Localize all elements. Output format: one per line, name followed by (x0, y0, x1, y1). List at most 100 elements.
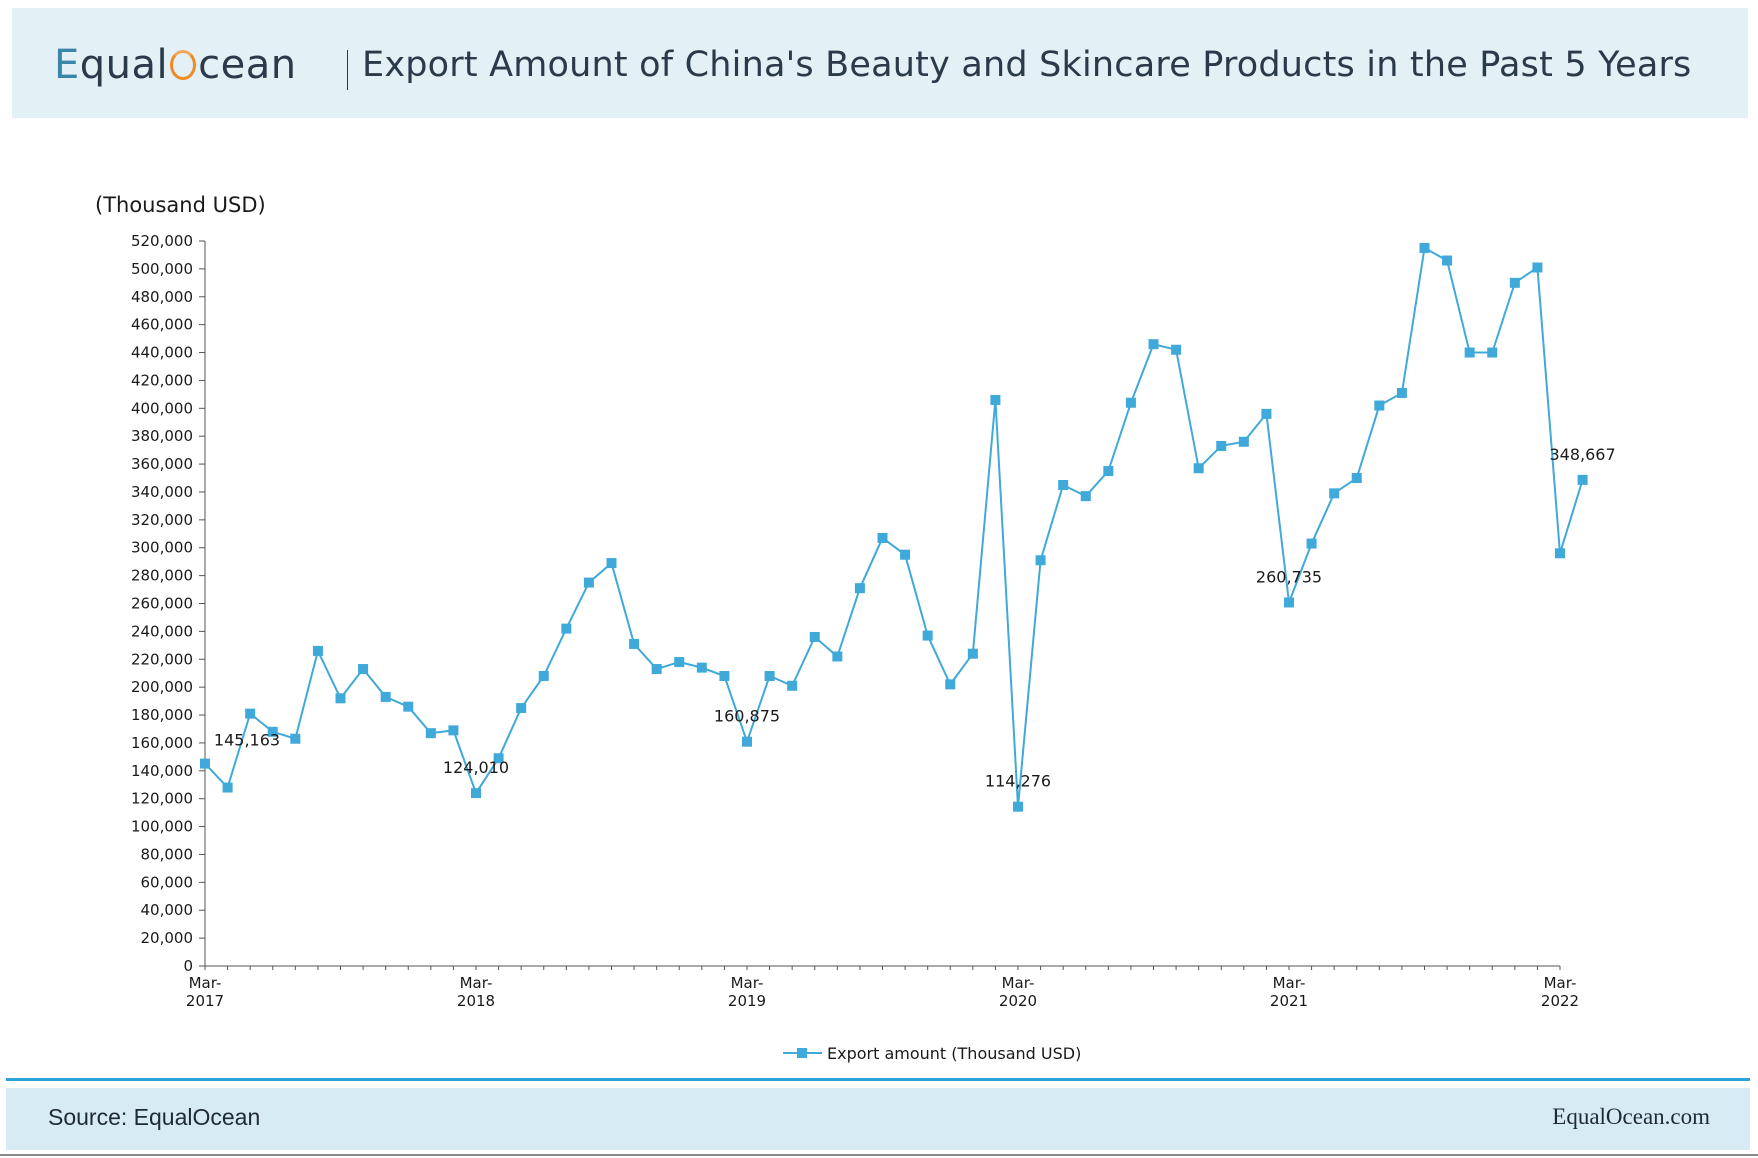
data-point (1306, 538, 1317, 549)
x-axis: Mar-2017Mar-2018Mar-2019Mar-2020Mar-2021… (186, 965, 1579, 1010)
data-point (245, 708, 256, 719)
data-point (1238, 436, 1249, 447)
y-tick-label: 400,000 (131, 399, 193, 417)
data-label: 348,667 (1549, 445, 1615, 464)
data-point (267, 726, 278, 737)
data-point (945, 679, 956, 690)
y-tick-label: 300,000 (131, 539, 193, 557)
data-point (1509, 277, 1520, 288)
y-tick-label: 160,000 (131, 734, 193, 752)
data-point (358, 664, 369, 675)
legend: Export amount (Thousand USD) (783, 1044, 1081, 1063)
y-tick-label: 40,000 (141, 901, 194, 919)
data-point (1058, 479, 1069, 490)
data-point (1396, 387, 1407, 398)
x-tick-label-year: 2021 (1270, 992, 1308, 1010)
data-point (516, 703, 527, 714)
data-point (1171, 344, 1182, 355)
y-tick-label: 380,000 (131, 427, 193, 445)
data-point (1216, 440, 1227, 451)
y-tick-label: 460,000 (131, 316, 193, 334)
page-title: Export Amount of China's Beauty and Skin… (362, 45, 1692, 85)
x-tick-label-month: Mar- (1544, 974, 1577, 992)
data-point (1464, 347, 1475, 358)
y-tick-label: 100,000 (131, 818, 193, 836)
y-tick-label: 60,000 (141, 873, 194, 891)
x-tick-label-year: 2017 (186, 992, 224, 1010)
y-tick-label: 280,000 (131, 567, 193, 585)
data-point (1035, 555, 1046, 566)
legend-label: Export amount (Thousand USD) (827, 1044, 1081, 1063)
data-point (1374, 400, 1385, 411)
legend-marker (797, 1048, 807, 1058)
data-point (448, 725, 459, 736)
x-tick-label-month: Mar- (460, 974, 493, 992)
logo-o-icon (170, 50, 197, 80)
data-point (900, 549, 911, 560)
data-point (1284, 597, 1294, 608)
y-tick-label: 80,000 (141, 845, 194, 863)
data-point (809, 631, 820, 642)
data-point (312, 645, 323, 656)
bottom-rule (0, 1154, 1758, 1156)
data-point (629, 638, 640, 649)
data-point (1555, 548, 1565, 559)
data-point (1329, 488, 1340, 499)
data-point (1532, 262, 1543, 273)
x-tick-label-year: 2018 (457, 992, 495, 1010)
series-line (204, 246, 1584, 807)
y-tick-label: 0 (183, 957, 193, 975)
y-axis-label: (Thousand USD) (95, 193, 266, 217)
data-point (335, 693, 346, 704)
data-point (742, 736, 752, 747)
data-point (380, 691, 391, 702)
data-point (1577, 474, 1588, 485)
y-tick-label: 360,000 (131, 455, 193, 473)
x-tick-label-month: Mar- (1002, 974, 1035, 992)
data-point (471, 788, 481, 799)
data-point (651, 664, 662, 675)
y-tick-label: 260,000 (131, 595, 193, 613)
data-point (1487, 347, 1498, 358)
x-tick-label-month: Mar- (189, 974, 222, 992)
y-tick-label: 220,000 (131, 650, 193, 668)
data-label: 114,276 (985, 772, 1051, 791)
data-point (922, 630, 933, 641)
data-point (1442, 255, 1453, 266)
x-tick-label-month: Mar- (1273, 974, 1306, 992)
x-tick-label-month: Mar- (731, 974, 764, 992)
y-tick-label: 520,000 (131, 232, 193, 250)
data-point (854, 583, 865, 594)
data-point (1103, 466, 1114, 477)
data-point (538, 671, 549, 681)
data-point (674, 657, 685, 668)
data-point (1193, 463, 1204, 474)
data-point (1419, 242, 1430, 253)
series-markers (200, 242, 1588, 812)
data-point (425, 728, 436, 739)
data-point (1351, 473, 1362, 484)
data-point (1148, 339, 1159, 350)
data-point (1080, 491, 1091, 502)
data-point (583, 577, 594, 588)
data-point (1125, 397, 1136, 408)
data-label: 124,010 (443, 758, 509, 777)
source-note: Source: EqualOcean (48, 1104, 261, 1130)
data-labels: 145,163 124,010 160,875 114,276 260,735 348,6… (214, 445, 1616, 791)
data-point (832, 651, 843, 662)
data-point (222, 782, 233, 793)
data-point (719, 671, 730, 681)
data-point (990, 394, 1001, 405)
header-divider (347, 50, 348, 90)
y-tick-label: 340,000 (131, 483, 193, 501)
data-point (877, 532, 888, 543)
data-label: 160,875 (714, 707, 780, 726)
y-tick-label: 320,000 (131, 511, 193, 529)
y-tick-label: 240,000 (131, 622, 193, 640)
data-point (1013, 801, 1023, 812)
y-tick-label: 440,000 (131, 344, 193, 362)
y-tick-label: 120,000 (131, 790, 193, 808)
line-chart: (Thousand USD) 0 20,000 40,000 60,000 80,000… (95, 193, 1616, 1063)
